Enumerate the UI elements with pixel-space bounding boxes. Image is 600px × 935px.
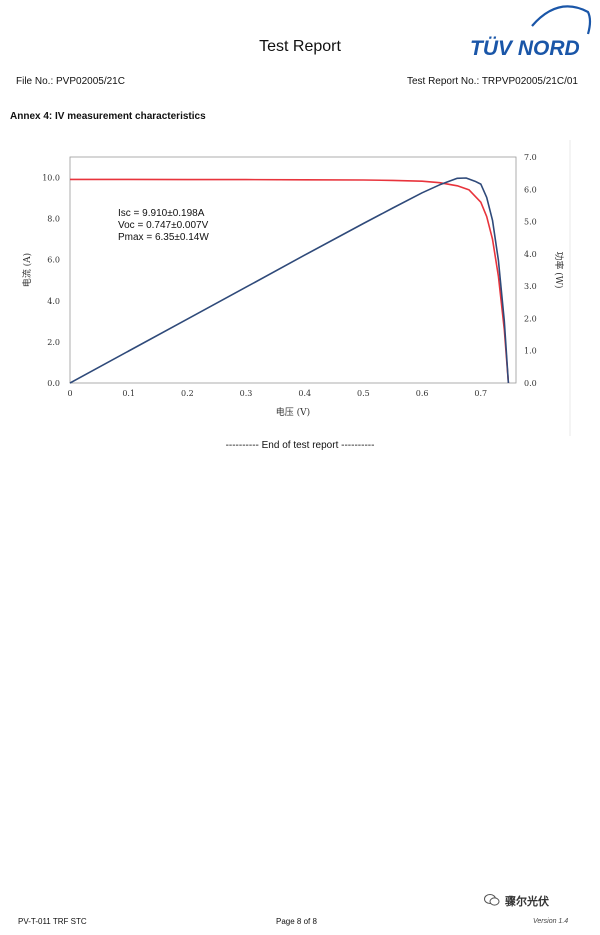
footer-version: Version 1.4 bbox=[533, 918, 569, 925]
y-right-tick-label-7: 7.0 bbox=[524, 153, 537, 162]
x-tick-label-3: 0.3 bbox=[240, 389, 253, 398]
annotation-voc: Voc = 0.747±0.007V bbox=[118, 220, 209, 231]
x-tick-label-0: 0 bbox=[67, 389, 72, 398]
y-right-tick-label-6: 6.0 bbox=[524, 185, 537, 194]
tuv-nord-logo: TÜV NORD bbox=[470, 5, 592, 60]
annex-heading: Annex 4: IV measurement characteristics bbox=[10, 111, 206, 122]
page-title: Test Report bbox=[259, 38, 341, 55]
y-right-tick-label-1: 1.0 bbox=[524, 347, 537, 356]
y-right-tick-label-3: 3.0 bbox=[524, 282, 537, 291]
x-tick-label-1: 0.1 bbox=[122, 389, 135, 398]
power-curve bbox=[69, 177, 510, 384]
iv-chart: 0 0.1 0.2 0.3 0.4 0.5 0.6 0.7 0.0 2.0 4.0 6.0 8.0 10… bbox=[21, 140, 571, 436]
y-left-tick-label-5: 10.0 bbox=[42, 174, 60, 183]
y-left-tick-label-4: 8.0 bbox=[47, 215, 60, 224]
y-left-tick-label-3: 6.0 bbox=[47, 256, 60, 265]
y-right-tick-label-0: 0.0 bbox=[524, 379, 537, 388]
x-axis-label: 电压 (V) bbox=[276, 406, 310, 418]
x-tick-label-2: 0.2 bbox=[181, 389, 194, 398]
y-left-tick-label-1: 2.0 bbox=[47, 338, 60, 347]
end-of-report: ---------- End of test report ---------- bbox=[225, 440, 375, 451]
y-left-tick-label-0: 0.0 bbox=[47, 379, 60, 388]
logo-text: TÜV NORD bbox=[470, 37, 580, 60]
y-left-axis-label: 电流 (A) bbox=[21, 253, 33, 287]
report-number: Test Report No.: TRPVP02005/21C/01 bbox=[406, 76, 578, 87]
x-tick-label-5: 0.5 bbox=[357, 389, 370, 398]
footer-form-id: PV-T-011 TRF STC bbox=[18, 917, 87, 926]
y-right-tick-label-5: 5.0 bbox=[524, 218, 537, 227]
x-tick-labels: 0 0.1 0.2 0.3 0.4 0.5 0.6 0.7 bbox=[67, 389, 487, 398]
annotation-isc: Isc = 9.910±0.198A bbox=[118, 208, 205, 219]
file-number: File No.: PVP02005/21C bbox=[16, 76, 125, 87]
current-curve bbox=[70, 178, 510, 384]
y-right-tick-label-4: 4.0 bbox=[524, 250, 537, 259]
plot-frame bbox=[69, 156, 517, 384]
watermark-text: 骤尔光伏 bbox=[505, 896, 549, 908]
x-tick-label-6: 0.6 bbox=[416, 389, 429, 398]
annotation-pmax: Pmax = 6.35±0.14W bbox=[118, 232, 209, 243]
y-right-tick-labels: 0.0 1.0 2.0 3.0 4.0 5.0 6.0 7.0 bbox=[524, 153, 537, 388]
y-left-tick-label-2: 4.0 bbox=[47, 297, 60, 306]
wechat-icon bbox=[484, 894, 500, 906]
x-tick-label-7: 0.7 bbox=[474, 389, 487, 398]
y-right-axis-label: 功率 (W) bbox=[553, 251, 565, 288]
footer-page-number: Page 8 of 8 bbox=[276, 917, 317, 926]
x-tick-label-4: 0.4 bbox=[298, 389, 311, 398]
series-lines bbox=[69, 177, 510, 384]
y-left-tick-labels: 0.0 2.0 4.0 6.0 8.0 10.0 bbox=[42, 174, 60, 388]
y-right-tick-label-2: 2.0 bbox=[524, 314, 537, 323]
